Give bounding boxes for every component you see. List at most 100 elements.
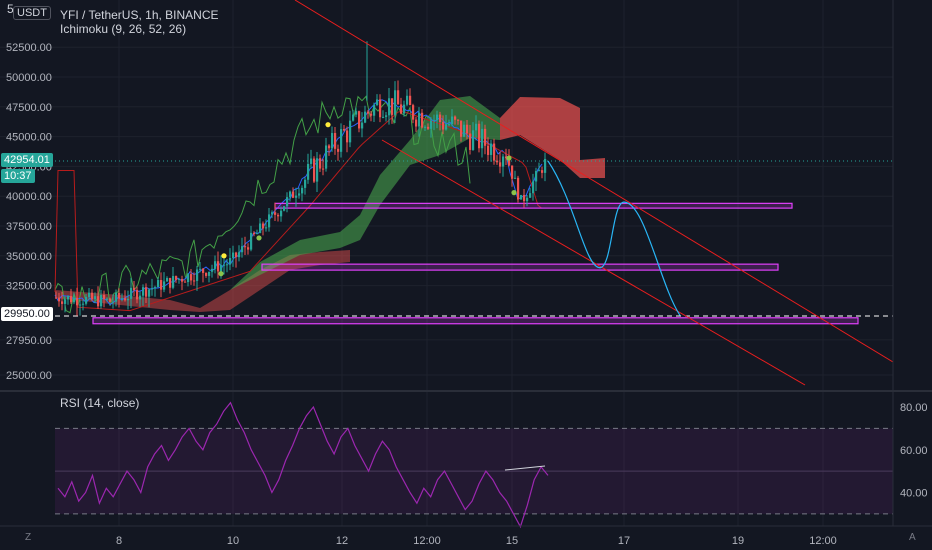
candle-body	[499, 162, 502, 167]
time-tick-label: 19	[732, 535, 744, 547]
candle-body	[208, 271, 211, 276]
support-zone-rect[interactable]	[274, 202, 793, 209]
log-scale-button[interactable]: Z	[25, 532, 32, 543]
candle-body	[181, 278, 184, 282]
time-axis[interactable]: 8 10 12 12:00 15 17 19 12:00	[116, 535, 837, 547]
price-tick-label: 27950.00	[6, 335, 52, 347]
projection-curve[interactable]	[547, 160, 681, 316]
candle-body	[331, 133, 334, 149]
rsi-pane[interactable]: 80.00 60.00 40.00	[55, 401, 928, 529]
cloud-bull-segment	[230, 96, 500, 290]
candle-body	[67, 296, 70, 300]
candle-body	[517, 177, 520, 200]
candle-body	[271, 212, 274, 215]
candle-body	[346, 130, 349, 143]
candle-body	[247, 247, 250, 250]
candle-body	[196, 269, 199, 281]
candle-body	[355, 111, 358, 115]
candle-body	[244, 246, 247, 248]
channel-upper-line[interactable]	[294, 0, 894, 363]
price-tick-label: 35000.00	[6, 251, 52, 263]
price-axis[interactable]: 52500.0050000.0047500.0045000.0042500.00…	[6, 42, 52, 382]
candle-body	[391, 98, 394, 115]
price-tick-label: 45000.00	[6, 132, 52, 144]
candle-body	[211, 268, 214, 272]
candle-body	[100, 294, 103, 307]
candle-body	[442, 122, 445, 130]
support-zone-rect[interactable]	[261, 263, 779, 271]
candle-body	[61, 301, 64, 304]
candle-body	[121, 298, 124, 300]
alert-price-tag[interactable]: 29950.00	[1, 307, 53, 321]
price-projection-path[interactable]	[547, 160, 681, 316]
candle-body	[79, 304, 82, 306]
candle-body	[88, 292, 91, 298]
candle-body	[352, 114, 355, 121]
candle-body	[418, 112, 421, 127]
candle-body	[538, 170, 541, 172]
candle-body	[262, 223, 265, 229]
candle-body	[394, 90, 397, 115]
last-price-tag: 42954.01	[1, 153, 53, 167]
candle-body	[289, 191, 292, 198]
candle-body	[256, 232, 259, 235]
time-tick-label: 12:00	[809, 535, 837, 547]
candle-body	[319, 158, 322, 169]
candle-body	[448, 124, 451, 126]
candle-body	[403, 104, 406, 114]
candle-body	[184, 281, 187, 283]
candle-body	[223, 264, 226, 266]
signal-marker-dot	[221, 253, 227, 259]
candle-body	[301, 187, 304, 194]
candle-body	[544, 158, 547, 173]
auto-scale-button[interactable]: A	[909, 532, 916, 543]
candle-body	[268, 214, 271, 228]
rsi-title[interactable]: RSI (14, close)	[60, 396, 140, 410]
candle-body	[445, 124, 448, 130]
candle-body	[529, 193, 532, 198]
candle-body	[148, 289, 151, 297]
candle-body	[421, 112, 424, 128]
candle-body	[313, 158, 316, 182]
time-tick-label: 15	[506, 535, 518, 547]
support-zone-rect[interactable]	[92, 317, 859, 325]
candle-body	[535, 171, 538, 182]
symbol-title[interactable]: YFI / TetherUS, 1h, BINANCE	[60, 8, 219, 22]
candle-body	[382, 116, 385, 118]
candle-body	[388, 98, 391, 116]
time-tick-label: 10	[227, 535, 239, 547]
signal-marker-dot	[218, 271, 224, 277]
time-tick-label: 12:00	[413, 535, 441, 547]
candle-body	[454, 116, 457, 120]
currency-button[interactable]: USDT	[13, 6, 51, 20]
candle-body	[193, 280, 196, 282]
rsi-level-label: 40.00	[900, 488, 928, 500]
base-line	[54, 110, 543, 312]
candle-body	[430, 120, 433, 129]
candle-body	[316, 158, 319, 182]
rsi-divergence-line[interactable]	[504, 465, 546, 471]
ichimoku-cloud	[55, 96, 605, 312]
price-tick-label: 40000.00	[6, 191, 52, 203]
price-tick-label: 37500.00	[6, 221, 52, 233]
candle-body	[523, 195, 526, 202]
candle-body	[199, 268, 202, 270]
candle-body	[298, 193, 301, 196]
indicator-label[interactable]: Ichimoku (9, 26, 52, 26)	[60, 22, 187, 36]
candle-body	[226, 264, 229, 266]
candle-body	[469, 133, 472, 150]
candle-body	[328, 145, 331, 149]
candle-body	[217, 261, 220, 272]
support-zones[interactable]	[55, 160, 893, 325]
candle-body	[478, 123, 481, 149]
candle-body	[175, 276, 178, 280]
signal-marker-dot	[256, 235, 262, 241]
candle-body	[172, 276, 175, 288]
candle-body	[103, 294, 106, 300]
rsi-line	[57, 401, 549, 529]
candle-body	[232, 252, 235, 258]
candle-body	[82, 303, 85, 305]
candle-body	[337, 148, 340, 152]
candle-body	[451, 116, 454, 125]
